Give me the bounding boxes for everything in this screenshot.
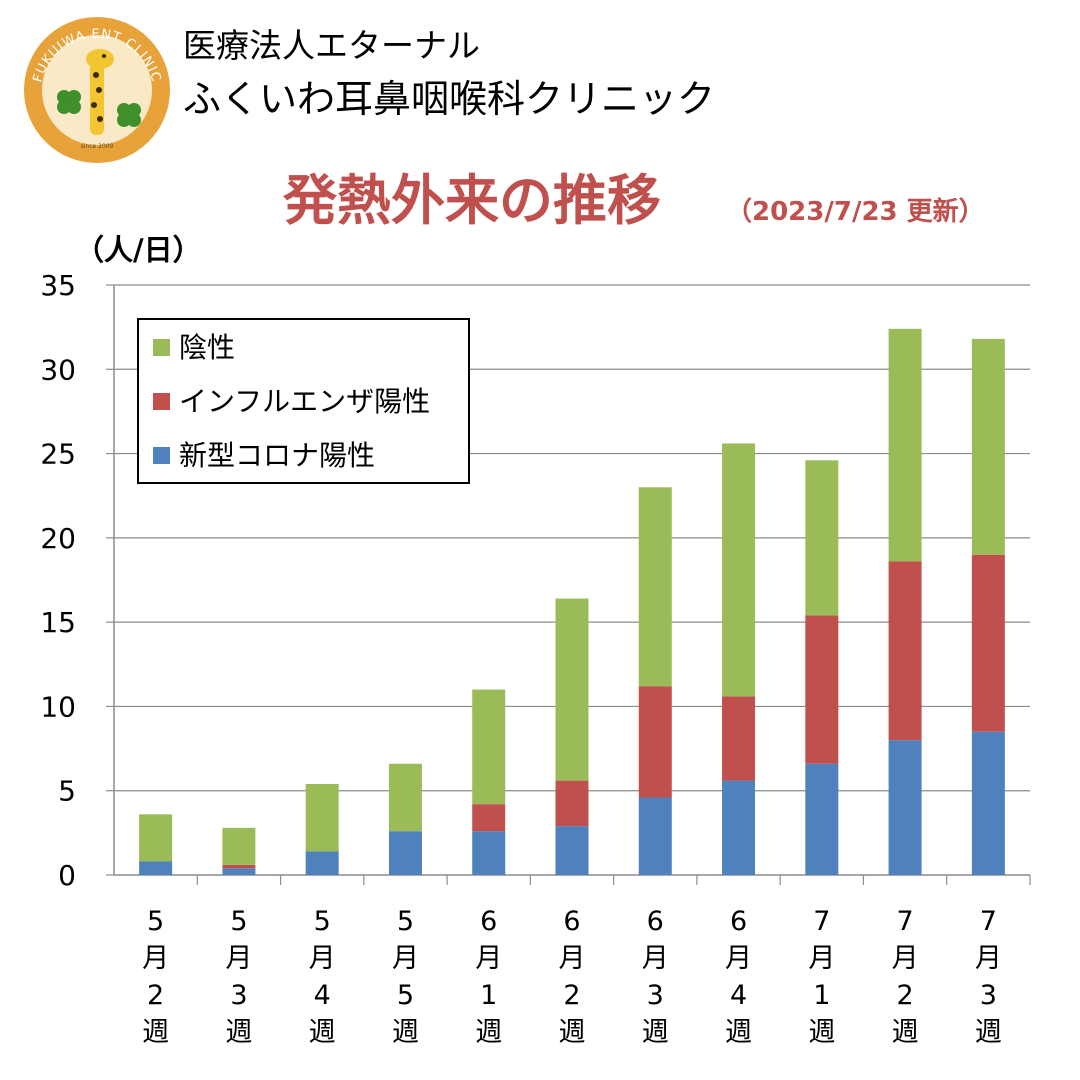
bar-segment	[555, 598, 589, 781]
legend-swatch	[153, 393, 170, 410]
bar-segment	[472, 804, 506, 832]
legend-box	[137, 318, 470, 484]
y-tick-label: 15	[40, 606, 76, 639]
bar-segment	[971, 338, 1005, 555]
bar-segment	[722, 443, 756, 697]
bar-segment	[638, 797, 672, 875]
clinic-name: ふくいわ耳鼻咽喉科クリニック	[183, 77, 716, 121]
y-tick-label: 20	[40, 522, 76, 555]
y-tick-label: 30	[40, 353, 76, 386]
bar-segment	[388, 831, 422, 875]
legend-swatch	[153, 339, 170, 356]
chart-title: 発熱外来の推移	[283, 169, 661, 232]
y-tick-label: 0	[58, 859, 76, 892]
clinic-corporation-name: 医療法人エターナル	[183, 26, 480, 65]
bar-segment	[472, 831, 506, 875]
clover-icon	[57, 90, 141, 127]
bar-segment	[305, 851, 339, 875]
bar-segment	[222, 864, 256, 869]
bar-segment	[888, 740, 922, 875]
legend-swatch	[153, 447, 170, 464]
clinic-logo: FUKUIWA ENT CLINIC since 2009	[24, 17, 170, 163]
y-tick-label: 35	[40, 269, 76, 302]
bar-segment	[805, 763, 839, 875]
bar-segment	[139, 861, 173, 875]
bar-segment	[222, 868, 256, 875]
bar-segment	[805, 460, 839, 616]
bar-segment	[388, 763, 422, 832]
bar-segment	[472, 689, 506, 805]
bar-segment	[971, 554, 1005, 732]
y-tick-label: 10	[40, 690, 76, 723]
logo-since: since 2009	[81, 143, 114, 150]
bar-segment	[971, 731, 1005, 875]
chart-updated-date: （2023/7/23 更新）	[726, 197, 985, 227]
bar-segment	[305, 783, 339, 852]
giraffe-icon	[86, 49, 114, 135]
legend-label: インフルエンザ陽性	[179, 385, 430, 418]
bar-segment	[555, 826, 589, 875]
y-tick-label: 5	[58, 775, 76, 808]
bar-segment	[555, 780, 589, 827]
bar-segment	[888, 328, 922, 562]
bar-segment	[805, 615, 839, 764]
bar-segment	[888, 561, 922, 741]
bar-segment	[638, 487, 672, 687]
bar-segment	[638, 686, 672, 798]
legend-label: 陰性	[179, 331, 235, 364]
y-tick-label: 25	[40, 438, 76, 471]
y-axis-unit-label: （人/日）	[75, 233, 202, 267]
bar-segment	[139, 814, 173, 862]
bar-segment	[222, 827, 256, 865]
legend-label: 新型コロナ陽性	[179, 439, 375, 472]
bar-segment	[722, 780, 756, 875]
bar-segment	[722, 696, 756, 781]
